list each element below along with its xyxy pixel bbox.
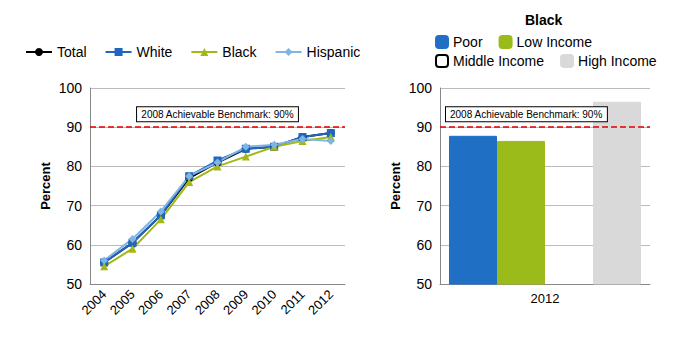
svg-text:2009: 2009 (220, 287, 251, 318)
svg-text:90: 90 (416, 119, 432, 135)
svg-text:70: 70 (416, 198, 432, 214)
svg-text:2008: 2008 (192, 287, 223, 318)
svg-text:Poor: Poor (453, 34, 483, 50)
svg-text:2012: 2012 (531, 291, 560, 306)
svg-text:80: 80 (66, 158, 82, 174)
svg-text:Low Income: Low Income (517, 34, 593, 50)
svg-text:2011: 2011 (277, 287, 307, 317)
svg-text:2006: 2006 (135, 287, 166, 318)
svg-text:High Income: High Income (578, 53, 657, 69)
svg-text:2008 Achievable Benchmark: 90%: 2008 Achievable Benchmark: 90% (450, 109, 602, 120)
svg-text:Middle Income: Middle Income (453, 53, 544, 69)
svg-text:2004: 2004 (78, 287, 109, 318)
svg-text:White: White (137, 44, 173, 60)
svg-text:50: 50 (416, 276, 432, 292)
svg-text:2007: 2007 (163, 287, 194, 318)
svg-text:Black: Black (525, 12, 563, 28)
svg-text:90: 90 (66, 119, 82, 135)
svg-text:Percent: Percent (388, 161, 403, 209)
svg-text:Percent: Percent (38, 161, 53, 209)
svg-text:2012: 2012 (305, 287, 336, 318)
svg-text:70: 70 (66, 198, 82, 214)
svg-text:Black: Black (222, 44, 257, 60)
svg-text:Total: Total (57, 44, 87, 60)
svg-text:Hispanic: Hispanic (307, 44, 361, 60)
svg-text:2010: 2010 (248, 287, 279, 318)
svg-text:2008 Achievable Benchmark: 90%: 2008 Achievable Benchmark: 90% (141, 109, 293, 120)
svg-text:60: 60 (416, 237, 432, 253)
svg-text:50: 50 (66, 276, 82, 292)
svg-text:2005: 2005 (107, 287, 138, 318)
svg-text:80: 80 (416, 158, 432, 174)
svg-text:100: 100 (59, 80, 83, 96)
svg-text:60: 60 (66, 237, 82, 253)
svg-text:100: 100 (409, 80, 433, 96)
